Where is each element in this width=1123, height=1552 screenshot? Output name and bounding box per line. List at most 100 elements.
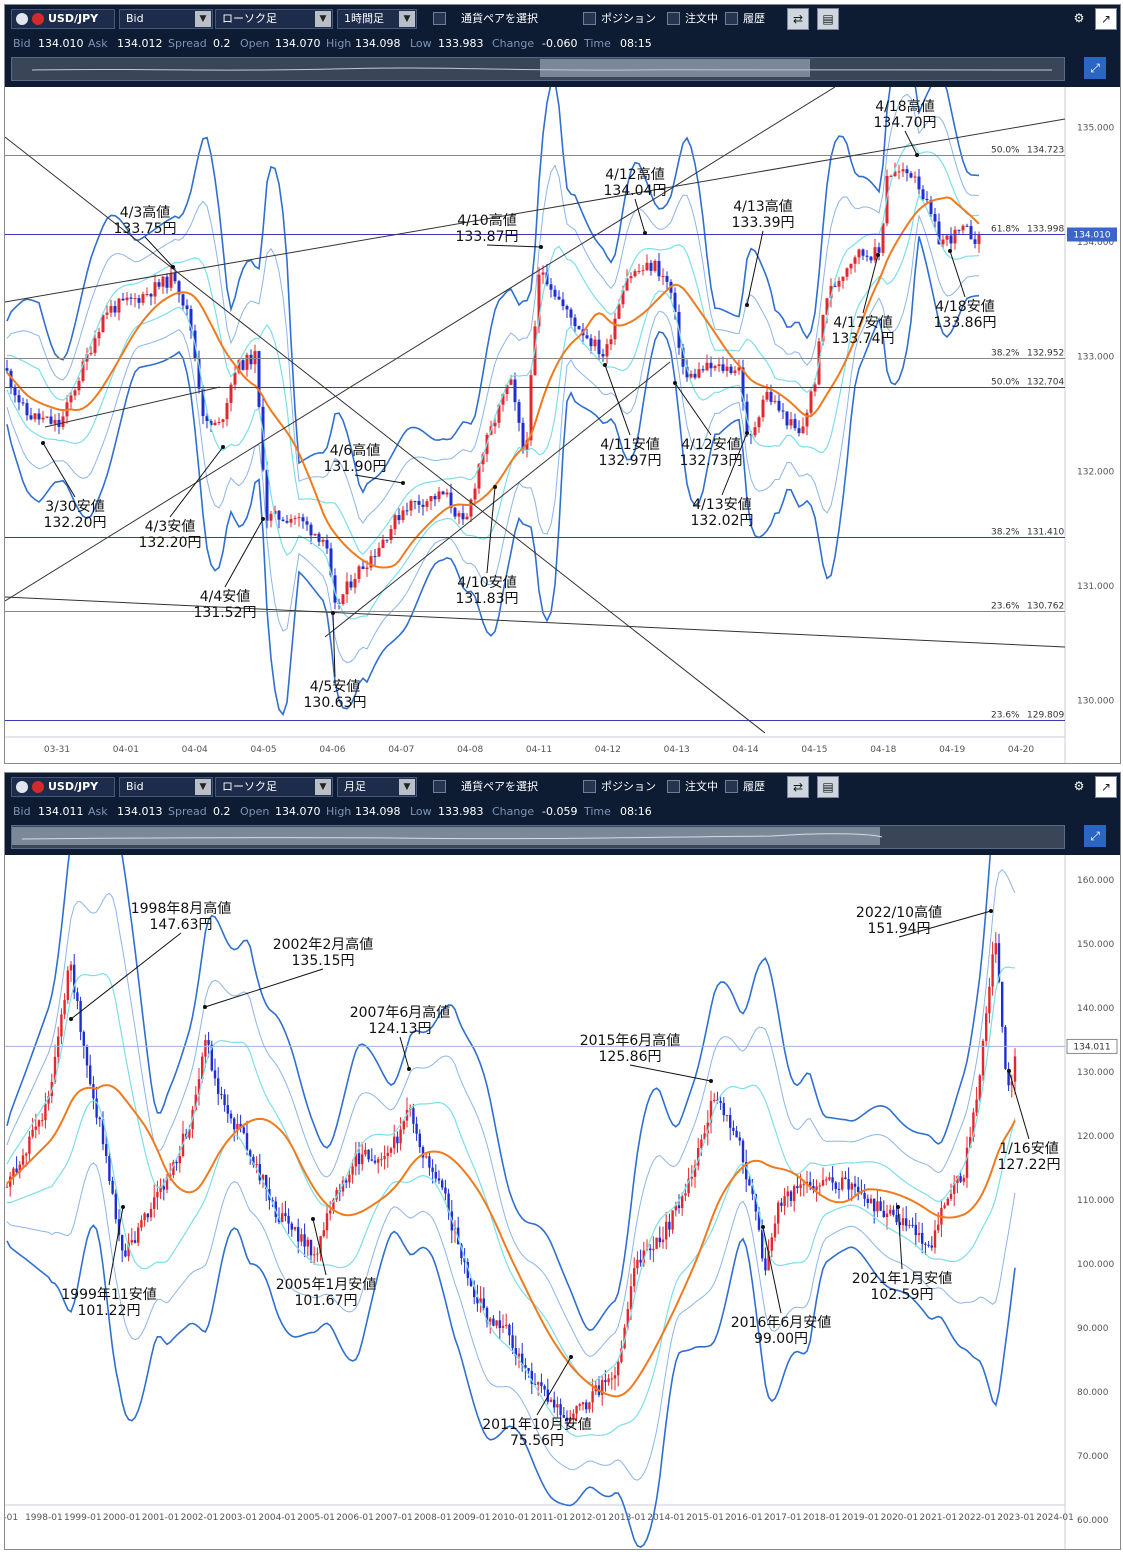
candle [60,1014,63,1037]
annotation-arrowhead [121,1205,125,1209]
annotation-date: 2016年6月安値 [731,1315,832,1331]
candle [217,421,221,423]
candle [517,1353,521,1357]
expand-icon[interactable]: ⤢ [1084,825,1106,847]
bollinger-band [7,1099,1016,1437]
monthly-chart-canvas[interactable]: 160.000 150.000 140.000 130.000 120.000 110.0… [5,855,1120,1549]
orders-checkbox[interactable] [667,12,680,25]
annotation-date: 1999年11安値 [61,1287,156,1303]
candle [34,1126,37,1130]
x-tick-label: 2011-01 [531,1513,569,1523]
candle [668,1221,671,1230]
position-checkbox[interactable] [583,780,596,793]
candle [25,403,29,416]
price-type-dropdown[interactable]: Bid ▼ [119,9,213,29]
candle [501,393,505,405]
navigator-scrollbar[interactable] [11,825,1065,849]
candle [581,1402,585,1405]
y-tick-label: 120.000 [1077,1132,1114,1142]
chart-tool-icon[interactable]: ⇄ [787,776,809,798]
candle [413,500,417,502]
annotation-arrow [762,1226,782,1314]
candle [649,1248,652,1251]
popout-icon[interactable]: ↗ [1095,8,1117,30]
chevron-down-icon: ▼ [399,779,415,795]
position-checkbox[interactable] [583,12,596,25]
timeframe-dropdown[interactable]: 1時間足 ▼ [337,9,417,29]
current-price-tag [1066,1038,1118,1054]
candle [729,1115,732,1128]
candle [354,1153,357,1167]
annotation-arrowhead [203,1005,207,1009]
gear-icon[interactable]: ⚙ [1069,8,1089,28]
candle [351,1166,354,1175]
candle [769,391,773,402]
candle [578,1404,581,1406]
annotation-arrow [70,932,182,1020]
candle [709,362,713,369]
candle [117,298,121,313]
navigator-handle[interactable] [540,59,810,77]
navigator-scrollbar[interactable] [11,57,1065,81]
candle [469,1278,473,1287]
currency-pair-selector[interactable]: USD/JPY [11,9,115,29]
candle [1013,1056,1017,1082]
expand-icon[interactable]: ⤢ [1084,57,1106,79]
candle [145,293,149,295]
history-checkbox[interactable] [725,12,738,25]
candle [124,1250,127,1257]
candle [316,1253,319,1255]
candle [271,1200,274,1202]
orders-checkbox[interactable] [667,780,680,793]
candle [997,943,1001,982]
candle [933,1230,937,1248]
annotation-date: 2011年10月安値 [482,1417,591,1433]
annotation-arrowhead [331,611,335,615]
candle [345,1180,348,1183]
candle [687,1178,690,1194]
candle [194,1094,197,1110]
chart-type-dropdown[interactable]: ローソク足 ▼ [215,777,333,797]
candle [313,1254,316,1256]
hourly-chart-canvas[interactable]: 135.000 134.000 133.000 132.000 131.000 130.0… [5,87,1120,763]
candle [946,1198,949,1206]
candle [783,1196,786,1206]
candle [105,1144,108,1156]
candle [505,1324,508,1326]
candle [389,1148,393,1153]
chart-type-dropdown[interactable]: ローソク足 ▼ [215,9,333,29]
candle [597,339,601,355]
chart-tool-icon[interactable]: ⇄ [787,8,809,30]
candle [975,1099,978,1113]
price-type-dropdown[interactable]: Bid ▼ [119,777,213,797]
annotation-arrow [486,244,542,248]
candle [658,1237,661,1243]
currency-pair-selector[interactable]: USD/JPY [11,777,115,797]
select-pair-checkbox[interactable] [433,780,446,793]
candle [45,416,49,418]
candle [469,499,473,517]
candle [937,221,941,245]
candle [847,1179,850,1190]
navigator-handle[interactable] [12,827,880,845]
popout-icon[interactable]: ↗ [1095,776,1117,798]
candle [853,1183,857,1187]
select-pair-checkbox[interactable] [433,12,446,25]
candle [801,426,805,434]
history-checkbox[interactable] [725,780,738,793]
annotation-price: 127.22円 [998,1157,1061,1173]
candle [441,1180,444,1188]
fib-level-value: 134.723 [1027,146,1064,156]
panel-tool-icon[interactable]: ▤ [817,776,839,798]
timeframe-dropdown[interactable]: 月足 ▼ [337,777,417,797]
candle [386,1152,389,1157]
candle [1007,1068,1010,1086]
annotation-date: 2015年6月高値 [580,1032,681,1049]
y-tick-label: 70.000 [1077,1452,1109,1462]
candle [765,391,769,400]
gear-icon[interactable]: ⚙ [1069,776,1089,796]
fib-level-label: 23.6% [991,602,1020,612]
panel-tool-icon[interactable]: ▤ [817,8,839,30]
candle [937,1224,940,1231]
moving-average [6,1084,1016,1398]
